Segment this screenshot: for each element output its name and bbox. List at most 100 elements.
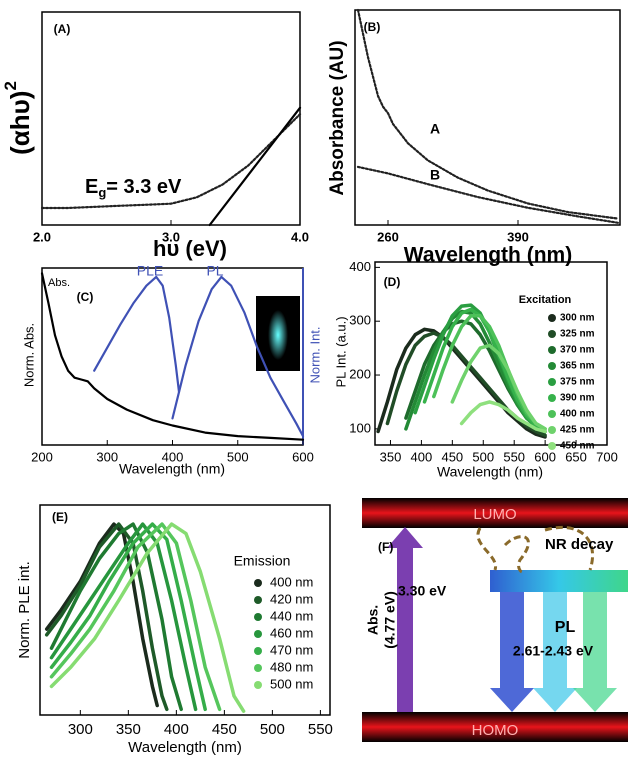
- legend-swatch: [548, 394, 556, 402]
- data-line: [40, 113, 302, 210]
- y-axis-label: Absorbance (AU): [327, 40, 348, 195]
- curve-label: B: [430, 167, 440, 183]
- energy-diagram: [362, 498, 628, 742]
- legend-swatch: [254, 647, 262, 655]
- panel-label: (F): [378, 540, 393, 554]
- legend-swatch: [254, 596, 262, 604]
- plot-frame: [374, 261, 608, 446]
- x-tick-label: 400: [164, 721, 189, 738]
- y-tick-label: 100: [349, 420, 371, 435]
- legend-title: Emission: [234, 553, 291, 569]
- legend-swatch: [254, 613, 262, 621]
- pl-energy: 2.61-2.43 eV: [513, 643, 594, 659]
- x-tick-label: 450: [212, 721, 237, 738]
- legend-label: 370 nm: [560, 345, 595, 356]
- panel-label: (D): [384, 275, 401, 289]
- x-tick-label: 2.0: [33, 229, 51, 244]
- data-line: [171, 275, 305, 438]
- x-tick-label: 260: [377, 229, 399, 244]
- abs-energy: (4.77 eV): [382, 591, 398, 649]
- legend-label: 375 nm: [560, 377, 595, 388]
- x-axis-label: Wavelength (nm): [404, 244, 572, 267]
- legend-label: 440 nm: [270, 608, 313, 623]
- pl-arrow: [573, 592, 617, 712]
- x-tick-label: 390: [507, 229, 529, 244]
- panel-label: (C): [77, 290, 94, 304]
- data-line: [40, 272, 305, 441]
- x-tick-label: 350: [380, 449, 402, 464]
- data-line: [44, 522, 159, 708]
- x-tick-label: 400: [162, 449, 184, 464]
- legend-swatch: [254, 630, 262, 638]
- nr-label: NR decay: [545, 536, 614, 553]
- legend-title: Excitation: [519, 294, 572, 306]
- annotation: Eg= 3.3 eV: [85, 176, 182, 200]
- y2-axis-label: Norm. Int.: [307, 326, 322, 383]
- homo-label: HOMO: [472, 722, 519, 739]
- x-tick-label: 550: [308, 721, 333, 738]
- legend-swatch: [548, 346, 556, 354]
- data-line: [356, 165, 620, 224]
- x-tick-label: 600: [292, 449, 314, 464]
- gap-level: [490, 570, 628, 592]
- data-line: [459, 400, 547, 434]
- legend-swatch: [548, 378, 556, 386]
- annotation-sub: g: [98, 185, 106, 200]
- legend-label: 470 nm: [270, 642, 313, 657]
- x-tick-label: 300: [68, 721, 93, 738]
- legend-swatch: [548, 410, 556, 418]
- legend-label: 480 nm: [270, 659, 313, 674]
- y-axis-label-part: (αhυ): [5, 91, 35, 155]
- panel-label: (A): [54, 22, 71, 36]
- abs-arrow: [387, 527, 423, 712]
- nr-decay-path: [476, 525, 595, 574]
- x-tick-label: 3.0: [162, 229, 180, 244]
- pl-label: PL: [555, 619, 576, 636]
- x-tick-label: 700: [596, 449, 618, 464]
- homo-band: [362, 712, 628, 742]
- legend-label: 500 nm: [270, 676, 313, 691]
- legend-swatch: [254, 664, 262, 672]
- y-axis-label: Norm. PLE int.: [16, 561, 33, 659]
- series-label: PLE: [137, 263, 163, 279]
- plot-frame: [39, 504, 331, 716]
- x-tick-label: 600: [534, 449, 556, 464]
- y-axis-label: (αhυ)2: [1, 81, 34, 155]
- legend-swatch: [548, 442, 556, 450]
- y-tick-label: 200: [349, 366, 371, 381]
- legend-label: 450 nm: [560, 441, 595, 452]
- legend-swatch: [254, 681, 262, 689]
- x-tick-label: 4.0: [291, 229, 309, 244]
- gap-label: 3.30 eV: [398, 583, 447, 599]
- x-tick-label: 350: [116, 721, 141, 738]
- x-tick-label: 500: [472, 449, 494, 464]
- curve-label: A: [430, 121, 440, 137]
- lumo-label: LUMO: [473, 506, 516, 523]
- data-line: [376, 327, 547, 439]
- x-tick-label: 450: [441, 449, 463, 464]
- x-tick-label: 400: [411, 449, 433, 464]
- vial: [268, 310, 288, 360]
- data-line: [44, 522, 169, 712]
- legend-label: 400 nm: [560, 409, 595, 420]
- y-axis-label-sup: 2: [1, 81, 20, 90]
- lumo-band: [362, 498, 628, 528]
- x-tick-label: 550: [503, 449, 525, 464]
- x-tick-label: 500: [260, 721, 285, 738]
- panel-label: (B): [364, 20, 381, 34]
- y-axis-label: PL Int. (a.u.): [333, 316, 348, 387]
- legend-label: 365 nm: [560, 361, 595, 372]
- legend-label: 425 nm: [560, 425, 595, 436]
- pl-arrow: [533, 592, 577, 712]
- legend-swatch: [254, 579, 262, 587]
- data-line: [208, 106, 302, 227]
- x-axis-label: Wavelength (nm): [128, 739, 242, 756]
- series-label: Abs.: [48, 277, 70, 289]
- legend-label: 420 nm: [270, 591, 313, 606]
- x-tick-label: 650: [565, 449, 587, 464]
- data-line: [49, 522, 198, 712]
- x-tick-label: 200: [31, 449, 53, 464]
- legend-swatch: [548, 362, 556, 370]
- x-axis-label: Wavelength (nm): [119, 461, 225, 477]
